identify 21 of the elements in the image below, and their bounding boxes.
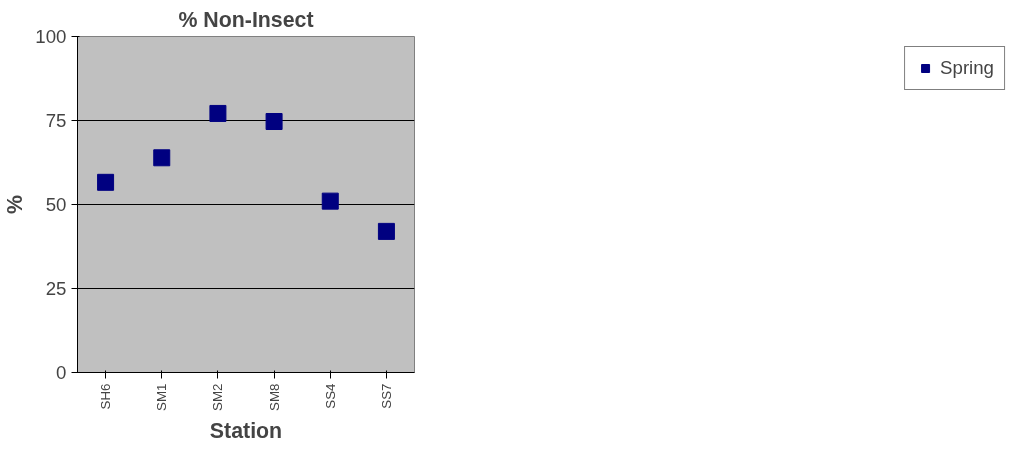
x-tick-label: SS7 bbox=[378, 383, 394, 409]
legend-label: Spring bbox=[940, 57, 994, 79]
y-tick-label: 75 bbox=[45, 110, 67, 131]
x-axis-title: Station bbox=[209, 418, 283, 443]
x-tick-label: SS4 bbox=[322, 382, 338, 409]
point bbox=[377, 222, 395, 240]
x-tick-label: SM1 bbox=[154, 383, 170, 411]
x-tick-label: SH6 bbox=[98, 383, 114, 410]
y-tick-label: 25 bbox=[45, 278, 67, 299]
point bbox=[97, 173, 115, 191]
point bbox=[265, 113, 283, 131]
chart-title: % Non-Insect bbox=[178, 7, 314, 32]
y-tick-label: 100 bbox=[35, 26, 67, 47]
y-tick-label: 0 bbox=[56, 362, 67, 383]
x-tick-label: SM8 bbox=[266, 383, 282, 411]
y-tick-label: 50 bbox=[45, 194, 67, 215]
point bbox=[209, 104, 227, 122]
x-tick-label: SM2 bbox=[210, 383, 226, 411]
point bbox=[321, 192, 339, 210]
point bbox=[153, 149, 171, 167]
y-axis-title: % bbox=[3, 194, 28, 214]
